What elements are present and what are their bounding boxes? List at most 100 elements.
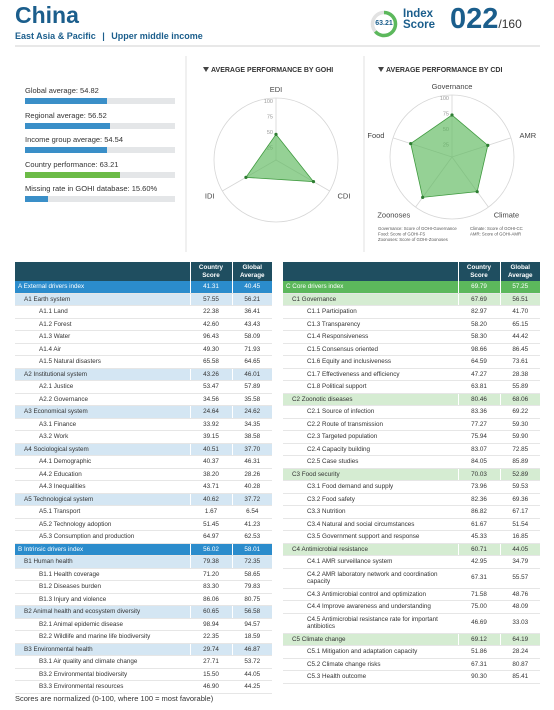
- axis-label: Governance: [432, 82, 473, 91]
- table-row: A5.1 Transport 1.67 6.54: [15, 505, 272, 519]
- indicator-name: C4.2 AMR laboratory network and coordina…: [283, 568, 458, 589]
- indicator-name: B1.2 Diseases burden: [15, 580, 190, 594]
- table-row: A1.3 Water 96.43 58.09: [15, 330, 272, 344]
- benchmark-bar: [25, 98, 108, 104]
- table-row: B1.3 Injury and violence 86.06 80.75: [15, 593, 272, 606]
- score-cell: 41.31: [189, 281, 232, 294]
- score-cell: 64.97: [189, 530, 232, 544]
- score-cell: 65.58: [189, 355, 232, 369]
- score-cell: 59.53: [499, 480, 540, 494]
- table-row: C1.8 Political support 63.81 55.89: [283, 380, 540, 394]
- indicator-name: C4.3 Antimicrobial control and optimizat…: [283, 588, 458, 601]
- table-row: C1.7 Effectiveness and efficiency 47.27 28…: [283, 368, 540, 381]
- score-cell: 58.01: [231, 543, 272, 556]
- axis-label: CDI: [337, 192, 350, 201]
- score-cell: 41.70: [499, 305, 540, 319]
- indicator-name: C1.8 Political support: [283, 380, 458, 394]
- separator: |: [102, 31, 105, 41]
- score-cell: 73.61: [499, 355, 540, 369]
- score-cell: 34.35: [231, 418, 272, 431]
- indicator-name: C4.5 Antimicrobial resistance rate for i…: [283, 613, 458, 634]
- table-row: A2.1 Justice 53.47 57.89: [15, 380, 272, 394]
- table-row: C3 Food security 70.03 52.89: [283, 468, 540, 481]
- score-cell: 67.31: [457, 658, 500, 671]
- indicator-name: C4.1 AMR surveillance system: [283, 555, 458, 569]
- axis-label: AMR: [520, 131, 537, 140]
- score-cell: 44.42: [499, 330, 540, 344]
- score-cell: 82.97: [457, 305, 500, 319]
- score-cell: 46.90: [189, 680, 232, 694]
- radar-point: [274, 132, 278, 136]
- score-cell: 42.60: [189, 318, 232, 331]
- graphics: AVERAGE PERFORMANCE BY GOHI255075100EDIC…: [15, 10, 540, 252]
- indicator-name: B3.1 Air quality and climate change: [15, 655, 190, 669]
- score-cell: 27.71: [189, 655, 232, 669]
- score-cell: 58.09: [231, 330, 272, 344]
- indicator-name: C3 Food security: [283, 468, 458, 481]
- table-row: A1.5 Natural disasters 65.58 64.65: [15, 355, 272, 369]
- score-cell: 79.38: [189, 555, 232, 569]
- table-row: B2 Animal health and ecosystem diversity…: [15, 605, 272, 619]
- score-cell: 52.89: [499, 468, 540, 481]
- score-cell: 44.05: [499, 543, 540, 556]
- indicator-name: C2.2 Route of transmission: [283, 418, 458, 431]
- table-row: B2.1 Animal epidemic disease 98.94 94.57: [15, 618, 272, 631]
- score-cell: 46.31: [231, 455, 272, 469]
- indicator-name: A3 Economical system: [15, 405, 190, 419]
- radar-point: [486, 143, 490, 147]
- table-row: B1 Human health 79.38 72.35: [15, 555, 272, 569]
- benchmark-label: Regional average: 56.52: [25, 111, 107, 120]
- score-cell: 38.20: [189, 468, 232, 481]
- column-header: Global Average: [499, 262, 540, 281]
- legend-note: Climate: Score of GOHI-CC: [470, 226, 523, 231]
- table-row: C2.2 Route of transmission 77.27 59.30: [283, 418, 540, 431]
- axis-label: Climate: [494, 210, 519, 219]
- table-row: A3.2 Work 39.15 38.58: [15, 430, 272, 444]
- tick-label: 100: [440, 96, 449, 102]
- table-row: C4 Antimicrobial resistance 60.71 44.05: [283, 543, 540, 556]
- indicator-name: A5.1 Transport: [15, 505, 190, 519]
- indicator-name: A3.1 Finance: [15, 418, 190, 431]
- table-row: B2.2 Wildlife and marine life biodiversi…: [15, 630, 272, 644]
- score-cell: 86.82: [457, 505, 500, 519]
- score-cell: 80.75: [231, 593, 272, 606]
- indicator-name: C3.2 Food safety: [283, 493, 458, 506]
- indicator-name: C Core drivers index: [283, 281, 458, 294]
- indicator-name: C5.1 Mitigation and adaptation capacity: [283, 645, 458, 659]
- title-marker: [203, 67, 209, 72]
- score-cell: 1.67: [189, 505, 232, 519]
- score-cell: 42.95: [457, 555, 500, 569]
- score-cell: 57.89: [231, 380, 272, 394]
- benchmark-label: Income group average: 54.54: [25, 135, 123, 144]
- indicator-name: A1.5 Natural disasters: [15, 355, 190, 369]
- table-row: A4.1 Demographic 40.37 46.31: [15, 455, 272, 469]
- table-row: A5.2 Technology adoption 51.45 41.23: [15, 518, 272, 531]
- indicator-name: C2.4 Capacity building: [283, 443, 458, 456]
- table-row: C5 Climate change 69.12 64.19: [283, 633, 540, 646]
- table-row: A5 Technological system 40.62 37.72: [15, 493, 272, 506]
- index-score-label: Index Score: [403, 8, 435, 31]
- indicator-name: C2 Zoonotic diseases: [283, 393, 458, 406]
- benchmark-track: [25, 147, 175, 153]
- benchmark-label: Missing rate in GOHI database: 15.60%: [25, 184, 157, 193]
- table-row: C2.3 Targeted population 75.94 59.90: [283, 430, 540, 444]
- score-cell: 60.65: [189, 605, 232, 619]
- indicator-name: B2 Animal health and ecosystem diversity: [15, 605, 190, 619]
- indicator-name: A5.2 Technology adoption: [15, 518, 190, 531]
- score-cell: 45.33: [457, 530, 500, 544]
- tick-label: 75: [267, 115, 273, 121]
- axis-label: IDI: [205, 192, 215, 201]
- score-cell: 38.58: [231, 430, 272, 444]
- radar-point: [450, 113, 454, 117]
- score-cell: 58.30: [457, 330, 500, 344]
- table-row: A1.2 Forest 42.60 43.43: [15, 318, 272, 331]
- score-cell: 67.69: [457, 293, 500, 306]
- benchmark-name: Global average:: [25, 86, 78, 95]
- score-cell: 71.58: [457, 588, 500, 601]
- legend-note: AMR: Score of GOHI-AMR: [470, 232, 521, 237]
- table-row: B Intrinsic drivers index 56.02 58.01: [15, 543, 272, 556]
- score-cell: 83.07: [457, 443, 500, 456]
- score-cell: 57.55: [189, 293, 232, 306]
- score-cell: 40.62: [189, 493, 232, 506]
- legend-note: Zoonoses: Score of GOHI-Zoonoses: [378, 237, 448, 242]
